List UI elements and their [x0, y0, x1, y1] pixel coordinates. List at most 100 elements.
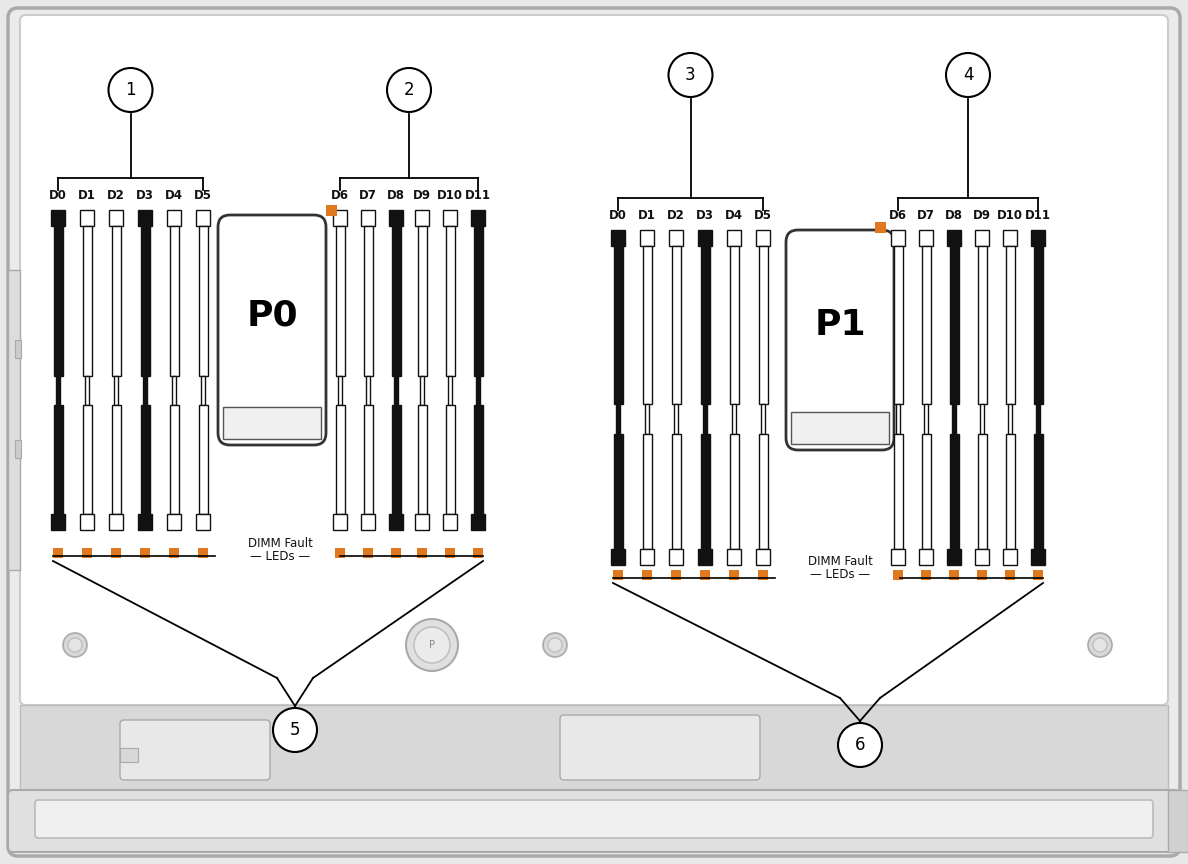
Text: D1: D1	[78, 189, 96, 202]
Bar	[671, 434, 681, 549]
Text: 6: 6	[854, 736, 865, 754]
Circle shape	[273, 708, 317, 752]
Bar	[392, 226, 400, 376]
Bar	[727, 230, 741, 246]
Bar	[978, 434, 986, 549]
Bar	[893, 434, 903, 549]
Text: D10: D10	[437, 189, 463, 202]
Bar	[168, 514, 181, 530]
Bar	[169, 548, 179, 558]
Bar	[326, 205, 337, 216]
Circle shape	[108, 68, 152, 112]
Text: D1: D1	[638, 209, 656, 222]
Bar	[198, 404, 208, 514]
Bar	[729, 434, 739, 549]
Text: D11: D11	[465, 189, 491, 202]
Bar	[700, 570, 710, 580]
Text: DIMM Fault: DIMM Fault	[808, 555, 872, 568]
Bar	[364, 404, 373, 514]
Bar	[80, 210, 94, 226]
Bar	[896, 403, 901, 434]
Bar	[922, 434, 930, 549]
Circle shape	[548, 638, 562, 652]
Bar	[920, 549, 933, 565]
Bar	[1031, 549, 1045, 565]
Bar	[921, 570, 931, 580]
Bar	[952, 403, 956, 434]
Circle shape	[946, 53, 990, 97]
Bar	[758, 570, 767, 580]
Text: 5: 5	[290, 721, 301, 739]
Bar	[391, 548, 402, 558]
Bar	[920, 230, 933, 246]
Bar	[361, 514, 375, 530]
Bar	[1007, 403, 1012, 434]
Bar	[364, 548, 373, 558]
Bar	[51, 210, 65, 226]
Circle shape	[838, 723, 881, 767]
FancyBboxPatch shape	[20, 15, 1168, 705]
Bar	[446, 548, 455, 558]
Text: 4: 4	[962, 66, 973, 84]
Bar	[727, 549, 741, 565]
FancyBboxPatch shape	[8, 790, 1180, 852]
Bar	[110, 548, 121, 558]
Bar	[671, 246, 681, 403]
Text: D3: D3	[696, 209, 714, 222]
Text: P1: P1	[814, 308, 866, 342]
FancyBboxPatch shape	[8, 8, 1180, 856]
Text: D5: D5	[754, 209, 772, 222]
Bar	[674, 403, 678, 434]
Bar	[671, 570, 681, 580]
Bar	[337, 376, 342, 404]
Bar	[1003, 230, 1017, 246]
Bar	[140, 226, 150, 376]
Circle shape	[68, 638, 82, 652]
Bar	[53, 226, 63, 376]
Bar	[443, 210, 457, 226]
Bar	[893, 570, 903, 580]
Bar	[51, 514, 65, 530]
Bar	[1031, 230, 1045, 246]
Bar	[732, 403, 737, 434]
Bar	[446, 404, 455, 514]
Text: D11: D11	[1025, 209, 1051, 222]
Bar	[645, 403, 649, 434]
Bar	[15, 440, 21, 458]
Text: P0: P0	[246, 298, 298, 332]
Bar	[443, 514, 457, 530]
Bar	[613, 570, 623, 580]
Bar	[470, 210, 485, 226]
Bar	[333, 210, 347, 226]
FancyBboxPatch shape	[219, 215, 326, 445]
FancyBboxPatch shape	[560, 715, 760, 780]
Bar	[949, 570, 959, 580]
Bar	[198, 548, 208, 558]
Bar	[109, 210, 124, 226]
Bar	[53, 404, 63, 514]
Bar	[366, 376, 369, 404]
Bar	[361, 210, 375, 226]
Bar	[980, 403, 984, 434]
Bar	[114, 376, 118, 404]
Bar	[474, 404, 482, 514]
Bar	[201, 376, 206, 404]
Bar	[977, 570, 987, 580]
Bar	[947, 549, 961, 565]
Bar	[1005, 570, 1015, 580]
Bar	[80, 514, 94, 530]
Text: D0: D0	[49, 189, 67, 202]
Bar	[1005, 434, 1015, 549]
Bar	[1034, 570, 1043, 580]
Bar	[112, 226, 120, 376]
Bar	[196, 210, 210, 226]
Bar	[476, 376, 480, 404]
Bar	[143, 376, 147, 404]
Bar	[223, 407, 321, 439]
Bar	[701, 246, 709, 403]
Bar	[791, 412, 889, 444]
Circle shape	[1093, 638, 1107, 652]
Text: D7: D7	[917, 209, 935, 222]
FancyBboxPatch shape	[120, 720, 270, 780]
Text: D4: D4	[165, 189, 183, 202]
